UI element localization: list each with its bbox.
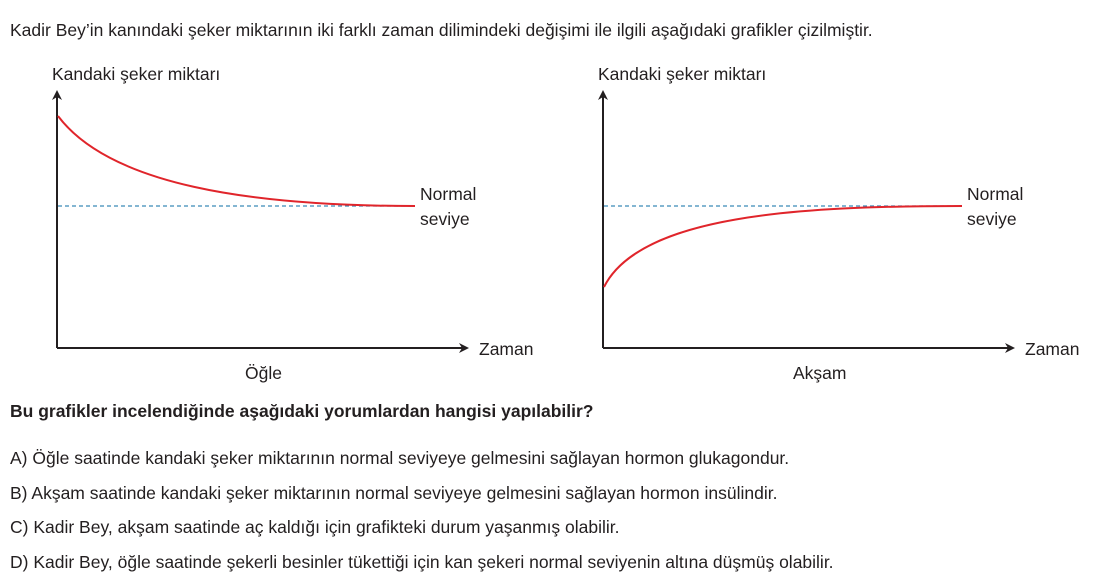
option-a[interactable]: A) Öğle saatinde kandaki şeker miktarını… [10, 448, 790, 468]
option-d[interactable]: D) Kadir Bey, öğle saatinde şekerli besi… [10, 552, 834, 572]
intro-text: Kadir Bey’in kanındaki şeker miktarının … [10, 20, 873, 40]
normal-label: Normal [967, 184, 1024, 204]
blood-sugar-curve [57, 115, 416, 207]
option-b[interactable]: B) Akşam saatinde kandaki şeker miktarın… [10, 483, 778, 503]
x-axis-label: Zaman [479, 339, 534, 359]
graph-caption: Akşam [793, 363, 847, 383]
y-axis-label: Kandaki şeker miktarı [52, 64, 221, 84]
y-axis-label: Kandaki şeker miktarı [598, 64, 767, 84]
level-label: seviye [967, 209, 1017, 229]
option-c[interactable]: C) Kadir Bey, akşam saatinde aç kaldığı … [10, 517, 620, 537]
blood-sugar-curve [603, 205, 963, 288]
graph-aksam [598, 90, 1015, 353]
graph-ogle [52, 90, 469, 353]
graph-caption: Öğle [245, 363, 282, 383]
question-text: Bu grafikler incelendiğinde aşağıdaki yo… [10, 401, 594, 421]
normal-label: Normal [420, 184, 477, 204]
x-axis-label: Zaman [1025, 339, 1080, 359]
level-label: seviye [420, 209, 470, 229]
graphs [52, 90, 1015, 353]
